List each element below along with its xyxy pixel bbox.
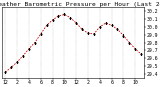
Title: Milwaukee Weather Barometric Pressure per Hour (Last 24 Hours): Milwaukee Weather Barometric Pressure pe… xyxy=(0,2,160,7)
